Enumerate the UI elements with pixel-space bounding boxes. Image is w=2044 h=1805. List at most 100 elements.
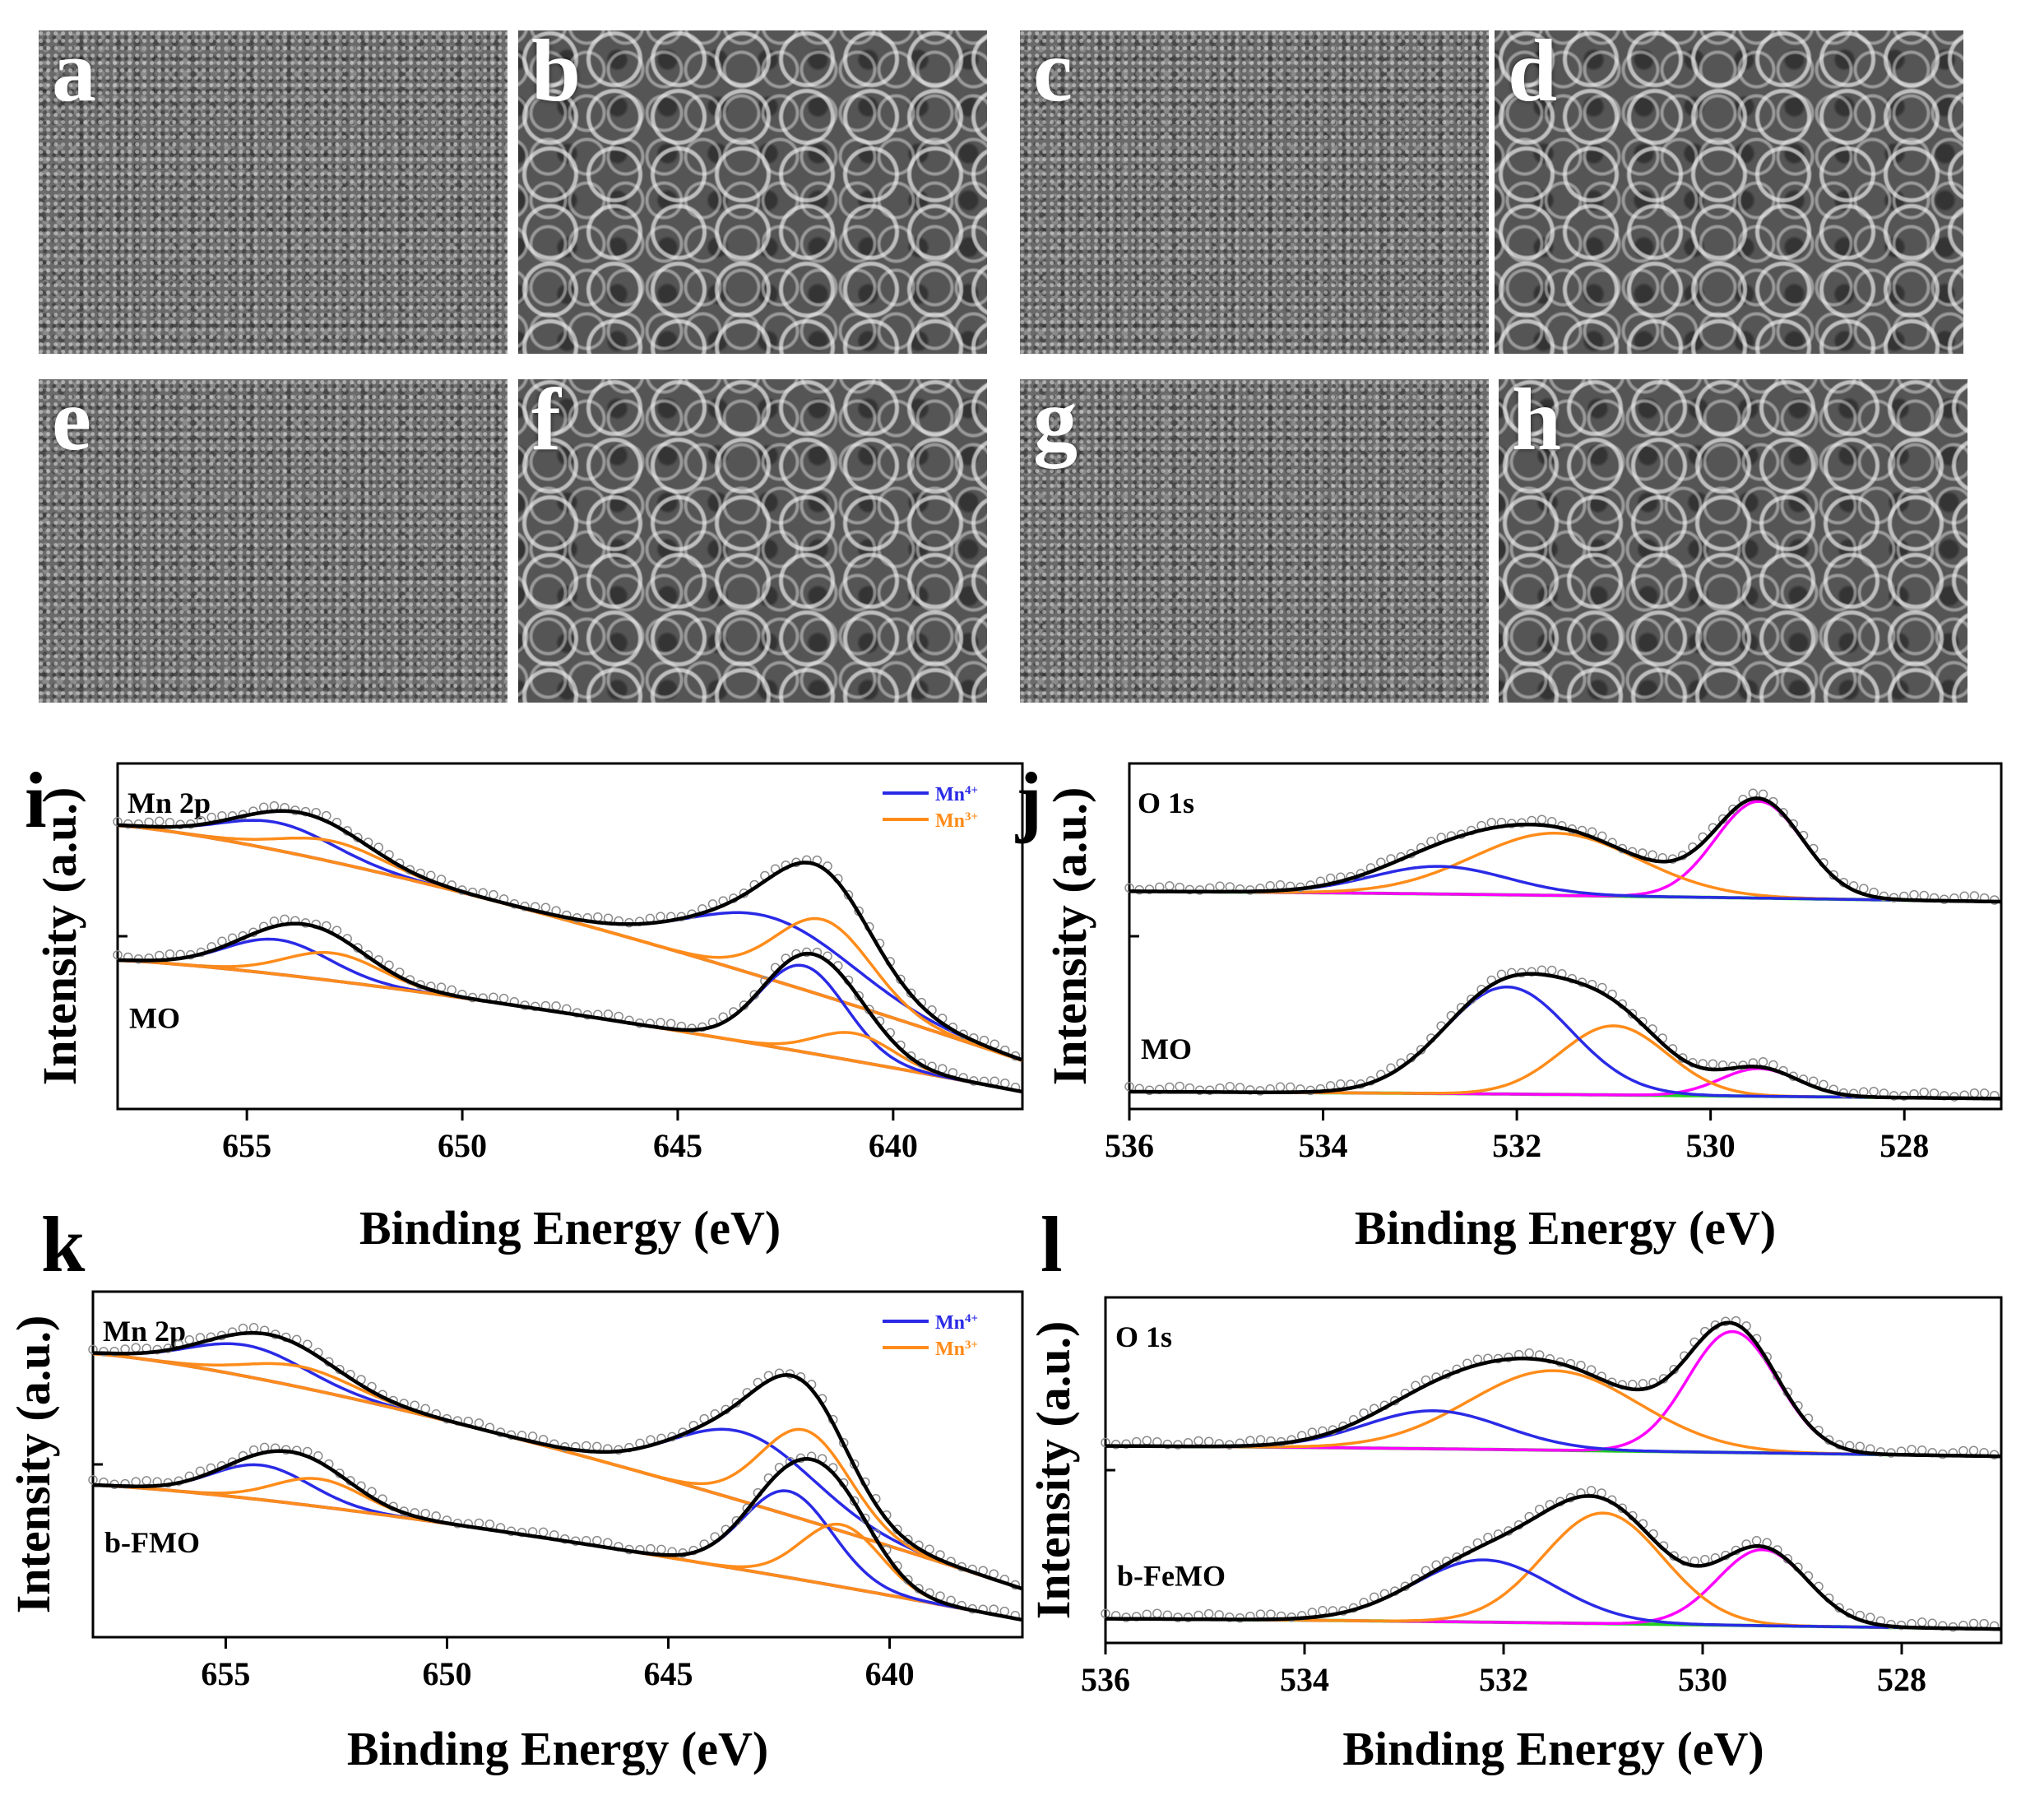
fit-component-magenta [1129, 800, 2002, 903]
raw-data-point [1748, 788, 1759, 799]
x-tick-label: 530 [1686, 1127, 1736, 1164]
x-tick-label: 532 [1479, 1661, 1528, 1698]
x-tick-label: 534 [1299, 1127, 1348, 1164]
raw-data-point [1708, 1059, 1718, 1069]
raw-data-point [593, 912, 603, 922]
raw-data-point [1193, 1436, 1203, 1446]
raw-data-point [141, 1476, 151, 1486]
raw-data-point [1265, 881, 1275, 891]
fit-envelope [1105, 1320, 2002, 1459]
x-tick-label: 536 [1105, 1127, 1154, 1164]
raw-data-point [656, 912, 665, 921]
raw-data-point [1546, 965, 1557, 976]
raw-data-point [1255, 1609, 1266, 1619]
raw-data-point [1524, 1348, 1534, 1358]
panel-label: g [1033, 379, 1078, 469]
fit-component-blue [117, 824, 1023, 1062]
raw-data-point [551, 1001, 561, 1011]
spectrum-title: Mn 2p [103, 1315, 186, 1348]
fit-component-orange [1105, 1511, 2002, 1631]
raw-data-point [1162, 1439, 1173, 1450]
fit-component-magenta [1105, 1547, 2002, 1631]
raw-data-point [603, 1009, 614, 1019]
raw-data-point [1152, 1608, 1162, 1618]
raw-data-point [113, 949, 123, 960]
raw-data-point [1275, 1082, 1286, 1093]
raw-data-point [1979, 1088, 1990, 1098]
raw-data-point [538, 1527, 549, 1538]
legend-entry: Mn3+ [935, 810, 978, 832]
raw-data-point [269, 800, 280, 811]
fit-component-orange [117, 958, 1023, 1093]
sem-panel-c: c [1020, 30, 1489, 354]
x-tick-label: 655 [222, 1127, 271, 1164]
x-tick-label: 655 [201, 1655, 250, 1692]
raw-data-point [1648, 850, 1657, 860]
raw-data-point [474, 1418, 484, 1428]
panel-label: b [531, 30, 582, 120]
raw-data-point [1255, 1435, 1266, 1445]
panel-label: k [41, 1200, 86, 1288]
x-tick-label: 532 [1492, 1127, 1541, 1164]
x-tick-label: 536 [1081, 1661, 1130, 1698]
raw-data-point [1586, 1486, 1597, 1496]
x-tick-label: 640 [865, 1655, 915, 1692]
legend-entry: Mn3+ [935, 1339, 978, 1360]
raw-data-point [1758, 1057, 1768, 1067]
raw-data-point [1536, 814, 1547, 824]
y-axis-label: Intensity (a.u.) [1027, 1321, 1080, 1620]
raw-data-point [1203, 1608, 1214, 1619]
background-line [117, 824, 1023, 1063]
sem-texture [1495, 30, 1963, 354]
raw-data-point [1165, 881, 1175, 891]
raw-data-point [1917, 1445, 1927, 1455]
raw-data-point [1968, 1445, 1979, 1455]
sem-panel-d: d [1495, 30, 1963, 354]
x-tick-label: 530 [1678, 1661, 1727, 1698]
y-axis-label: Intensity (a.u.) [1043, 787, 1096, 1086]
raw-data-point [1917, 1617, 1927, 1627]
raw-data-point [592, 1441, 602, 1452]
x-tick-label: 650 [438, 1127, 487, 1164]
raw-data-point [1318, 1606, 1328, 1616]
sem-panel-g: g [1020, 379, 1489, 703]
fit-component-blue [117, 958, 1023, 1093]
panel-label: c [1033, 30, 1073, 120]
raw-data-point [582, 1441, 591, 1451]
sem-texture [1020, 379, 1489, 703]
fit-component-orange [1129, 1024, 2001, 1101]
spectrum-title: Mn 2p [127, 786, 211, 819]
sem-panel-e: e [39, 379, 508, 703]
fit-component-orange [92, 1352, 1023, 1590]
fit-envelope [117, 921, 1023, 1094]
raw-data-point [1919, 1088, 1929, 1097]
x-tick-label: 645 [644, 1655, 693, 1692]
plot-frame [1104, 1296, 2003, 1645]
y-axis-label: Intensity (a.u.) [7, 1315, 60, 1614]
sem-texture [39, 379, 508, 703]
panel-label: f [531, 379, 561, 469]
raw-data-point [1907, 1445, 1917, 1455]
raw-data-point [238, 1323, 248, 1334]
x-tick-label: 534 [1280, 1661, 1329, 1698]
x-tick-label: 645 [653, 1127, 702, 1164]
sample-label: b-FMO [104, 1526, 200, 1559]
raw-data-point [1225, 1612, 1235, 1622]
fit-component-orange [117, 951, 1023, 1093]
raw-data-point [1144, 884, 1155, 894]
raw-data-point [1968, 1618, 1979, 1629]
raw-data-point [1638, 1379, 1648, 1389]
x-axis-label: Binding Energy (eV) [347, 1722, 768, 1775]
raw-data-point [1184, 884, 1195, 895]
fit-component-blue [1129, 985, 2001, 1101]
fit-component-magenta [1105, 1329, 2002, 1458]
raw-data-point [1225, 1082, 1235, 1092]
panel-label: d [1508, 30, 1558, 120]
raw-data-point [1855, 1441, 1866, 1452]
legend-entry: Mn4+ [935, 784, 978, 805]
raw-data-point [1245, 1436, 1255, 1445]
legend-entry: Mn4+ [935, 1312, 978, 1334]
sem-texture [518, 379, 987, 703]
panel-label: j [1015, 756, 1042, 844]
